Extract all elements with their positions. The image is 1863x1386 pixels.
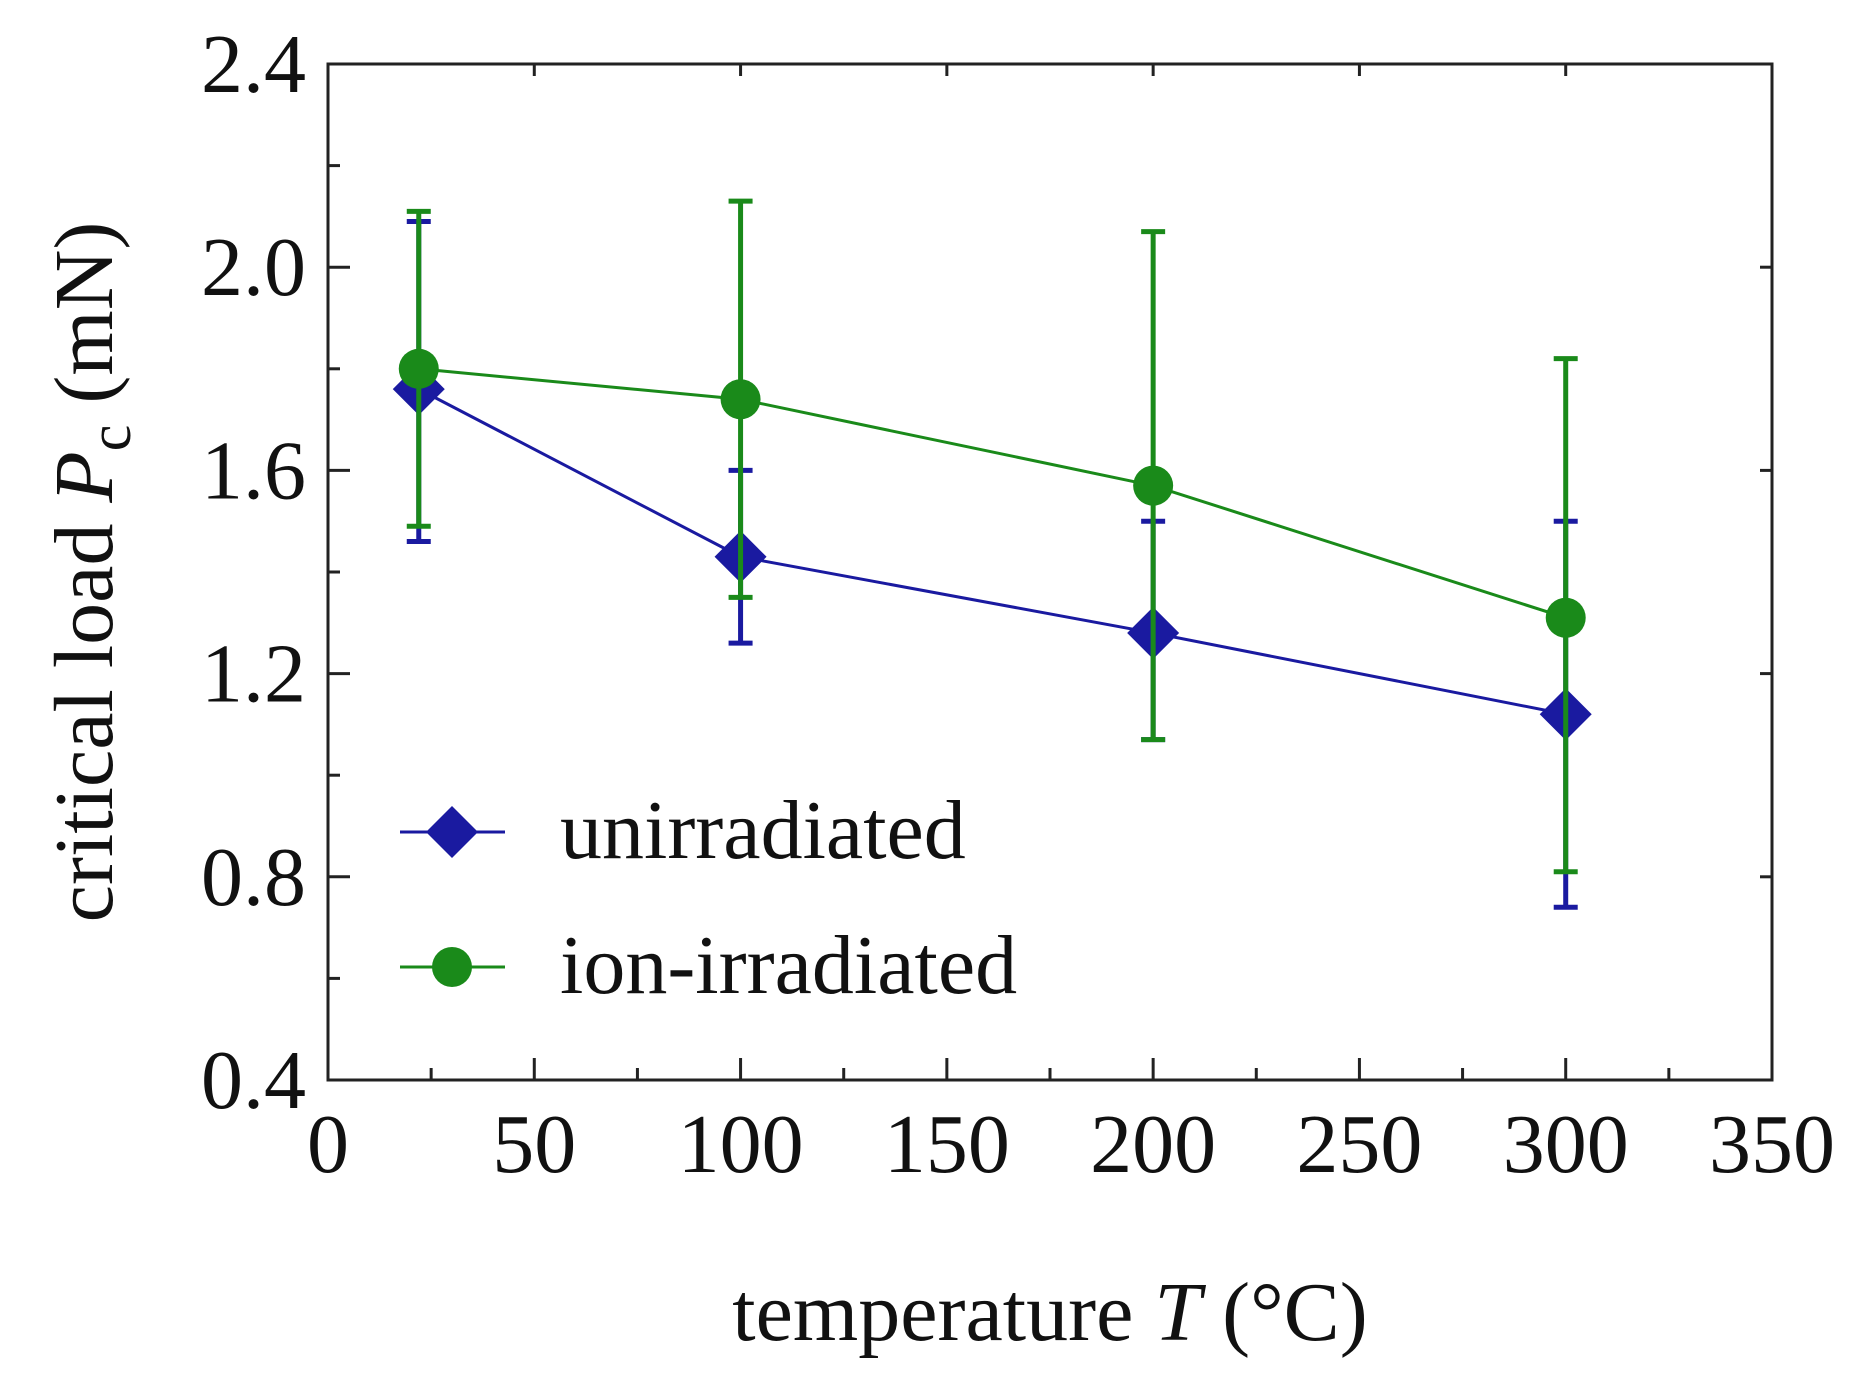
x-axis-title-unit: (°C) [1201,1266,1368,1359]
data-point [398,348,439,389]
y-tick-labels: 0.4 0.8 1.2 1.6 2.0 2.4 [201,18,306,1127]
series-line [418,387,1567,716]
x-tick-label: 200 [1090,1098,1216,1191]
data-point [1545,597,1586,638]
plot-area [326,62,1774,1082]
legend-label-ion-irradiated: ion-irradiated [560,919,1017,1012]
y-tick-label: 1.2 [201,628,306,721]
x-axis-title-prefix: temperature [732,1266,1154,1359]
data-point [720,379,761,420]
legend-marker-circle [432,947,472,987]
y-tick-label: 0.4 [201,1034,306,1127]
legend-item-ion-irradiated: ion-irradiated [400,919,1017,1012]
y-axis-title: critical load Pc (mN) [38,222,143,923]
x-axis-title: temperature T (°C) [732,1266,1367,1359]
y-axis-title-var: P [38,451,131,503]
y-axis-title-prefix: critical load [38,503,131,923]
legend-label-unirradiated: unirradiated [560,784,966,877]
x-tick-label: 0 [307,1098,349,1191]
y-tick-label: 1.6 [201,424,306,517]
x-tick-label: 150 [884,1098,1010,1191]
x-tick-labels: 0 50 100 150 200 250 300 350 [307,1098,1835,1191]
legend-item-unirradiated: unirradiated [400,784,966,877]
data-point [1133,465,1174,506]
x-tick-label: 100 [678,1098,804,1191]
x-tick-label: 250 [1296,1098,1422,1191]
axis-ticks [326,62,1774,1082]
x-axis-title-var: T [1154,1266,1206,1359]
y-axis-title-unit: (mN) [38,222,131,425]
series-layer [392,198,1592,910]
series-ion-irradiated [398,198,1586,875]
legend: unirradiated ion-irradiated [400,784,1017,1012]
y-axis-title-sub: c [77,425,143,452]
y-tick-label: 2.0 [201,221,306,314]
x-tick-label: 350 [1709,1098,1835,1191]
series-line [418,367,1567,620]
x-tick-label: 300 [1503,1098,1629,1191]
y-tick-label: 2.4 [201,18,306,111]
x-tick-label: 50 [492,1098,576,1191]
legend-marker-diamond [426,806,478,858]
y-tick-label: 0.8 [201,831,306,924]
